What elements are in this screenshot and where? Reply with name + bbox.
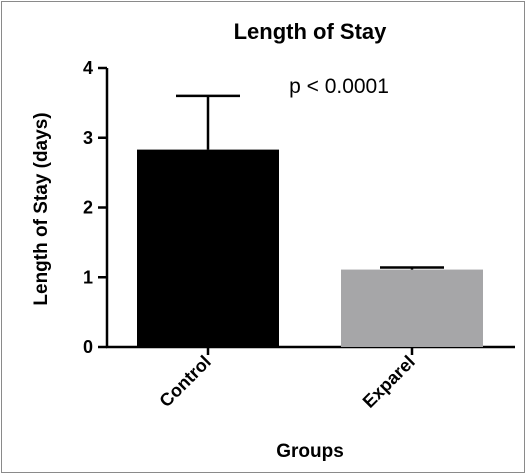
y-tick-label-1: 1: [83, 267, 93, 287]
y-tick-label-3: 3: [83, 128, 93, 148]
bar-control: [137, 149, 279, 347]
y-tick-label-4: 4: [83, 58, 93, 78]
chart-title: Length of Stay: [234, 19, 388, 44]
bar-exparel: [341, 269, 483, 347]
y-tick-label-0: 0: [83, 337, 93, 357]
x-axis-title: Groups: [276, 441, 344, 462]
x-tick-label-control: Control: [155, 352, 214, 411]
x-tick-label-exparel: Exparel: [359, 352, 419, 412]
p-value-annotation: p < 0.0001: [289, 75, 389, 98]
y-tick-label-2: 2: [83, 198, 93, 218]
y-axis-title: Length of Stay (days): [31, 112, 52, 305]
